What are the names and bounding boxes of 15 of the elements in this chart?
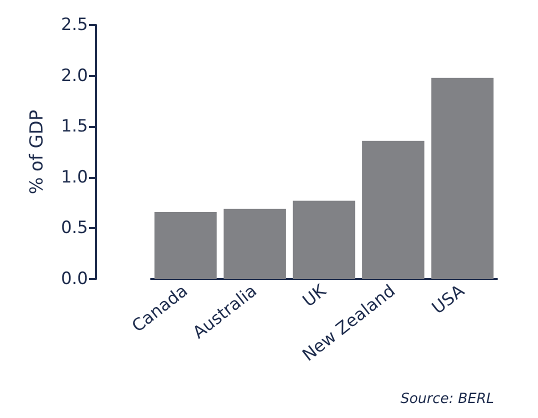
x-tick-label: USA [428, 280, 469, 319]
bar [154, 212, 217, 279]
bar [292, 200, 356, 279]
y-tick-label: 2.0 [60, 66, 88, 86]
source-note: Source: BERL [400, 391, 494, 407]
bar [362, 140, 424, 279]
y-axis-title: % of GDP [26, 110, 48, 194]
x-tick-label: UK [299, 280, 331, 312]
y-tick-label: 1.5 [60, 116, 88, 137]
bar [224, 208, 286, 279]
bar [431, 78, 494, 279]
y-tick-label: 0.5 [60, 218, 88, 238]
y-tick-label: 0.0 [60, 269, 88, 289]
y-tick-label: 1.0 [60, 167, 88, 188]
y-tick-label: 2.5 [60, 15, 88, 35]
